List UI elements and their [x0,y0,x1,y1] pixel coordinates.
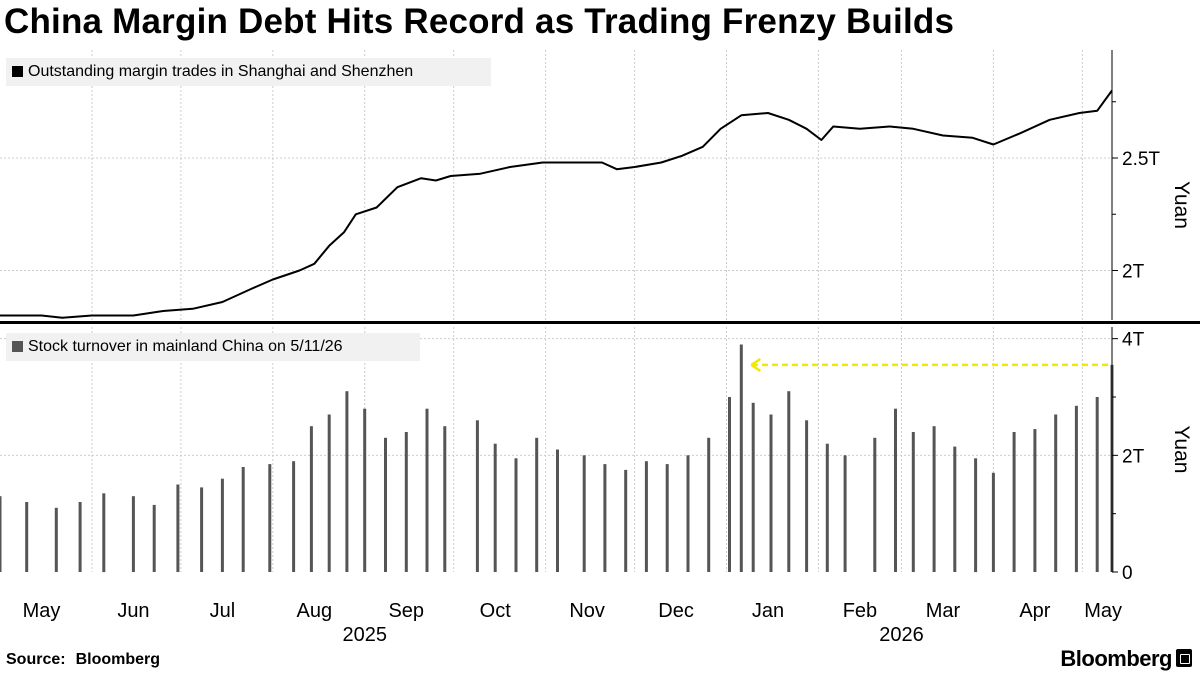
margin-line-layer [0,89,1113,319]
x-month-label: Jul [210,600,236,622]
turnover-bar [78,502,82,572]
x-month-label: Aug [297,600,333,622]
x-month-label: Mar [926,600,961,622]
arrow-head-icon [750,357,762,372]
turnover-bar [1054,414,1058,572]
legend-label-margin: Outstanding margin trades in Shanghai an… [28,63,414,80]
turnover-bar [1033,429,1037,572]
turnover-bar [769,414,773,572]
turnover-bar [991,472,995,572]
turnover-bar [911,432,915,572]
turnover-bar [363,408,367,572]
x-month-label: May [1084,600,1122,622]
turnover-bar [582,455,586,572]
turnover-bar [1012,432,1016,572]
legend-swatch-bars [12,341,23,352]
turnover-bar [873,437,877,572]
turnover-bar [514,458,518,573]
x-year-label: 2025 [342,624,387,646]
legend-stock-turnover: Stock turnover in mainland China on 5/11… [6,333,420,361]
x-month-label: Oct [480,600,512,622]
turnover-bar [1095,397,1099,572]
turnover-bar [493,443,497,572]
y-tick-label: 4T [1122,330,1145,351]
x-month-label: Nov [569,600,605,622]
turnover-bar [345,391,349,572]
turnover-bar [425,408,429,572]
chart-title: China Margin Debt Hits Record as Trading… [4,2,955,41]
x-month-label: Jun [117,600,149,622]
turnover-bar [665,464,669,572]
source-value: Bloomberg [75,651,161,668]
turnover-bar [751,402,755,572]
turnover-bar [25,502,29,572]
turnover-bar [384,437,387,572]
turnover-bar [535,437,539,572]
annotation-layer [750,357,1108,372]
x-month-label: Apr [1019,600,1050,622]
panel-divider [0,321,1200,324]
turnover-bar [327,414,331,572]
turnover-bar [556,449,559,572]
turnover-bar [1074,405,1078,573]
turnover-bar [475,420,479,572]
turnover-bar [686,455,690,572]
y-tick-label: 2.5T [1122,149,1160,170]
turnover-bar [932,426,936,572]
y-tick-label: 2T [1122,262,1145,283]
turnover-bar [825,443,829,572]
turnover-bar [644,461,648,572]
turnover-bar [894,408,897,572]
x-month-label: Feb [843,600,877,622]
source-note: Source: Bloomberg [6,651,160,669]
turnover-bar [953,446,957,572]
turnover-bar [54,507,58,572]
turnover-bar [739,344,743,572]
x-year-label: 2026 [879,624,924,646]
bloomberg-mark-icon [1176,649,1192,667]
turnover-bar [0,496,2,572]
legend-label-turnover: Stock turnover in mainland China on 5/11… [28,338,343,355]
bloomberg-logo: Bloomberg [1060,646,1192,672]
turnover-bar [974,458,978,573]
x-month-label: Jan [752,600,784,622]
turnover-bar [443,426,447,572]
turnover-bar [102,493,106,573]
turnover-bar [152,504,156,572]
y-axis-label: Yuan [1170,426,1193,474]
source-label: Source: [6,651,66,668]
turnover-bar [268,464,272,572]
turnover-bar [843,455,847,572]
turnover-bar [241,467,245,572]
brand-text: Bloomberg [1060,646,1172,671]
turnover-bar [200,487,204,572]
turnover-bar [603,464,607,572]
turnover-bar [220,478,224,572]
turnover-bar [131,496,135,572]
y-tick-label: 2T [1122,446,1145,467]
turnover-bar [728,397,731,572]
turnover-bar-layer [0,344,1114,573]
axis-layer: 2T 2.5T Yuan 0 2T 4T Yuan May Jun Jul Aug Sep Oct Nov… [0,50,1200,646]
turnover-bar [309,426,313,572]
turnover-bar [292,461,296,572]
legend-margin-trades: Outstanding margin trades in Shanghai an… [6,58,491,86]
turnover-bar [787,391,791,572]
margin-debt-line [0,89,1113,319]
y-axis-label: Yuan [1170,181,1193,229]
x-month-label: May [23,600,61,622]
turnover-bar [404,432,408,572]
turnover-bar [176,484,180,572]
y-tick-label: 0 [1122,563,1133,584]
x-month-label: Sep [388,600,424,622]
turnover-bar [624,469,628,572]
legend-swatch-line [12,66,23,77]
turnover-bar [707,437,711,572]
x-month-label: Dec [658,600,694,622]
turnover-bar [805,420,809,572]
